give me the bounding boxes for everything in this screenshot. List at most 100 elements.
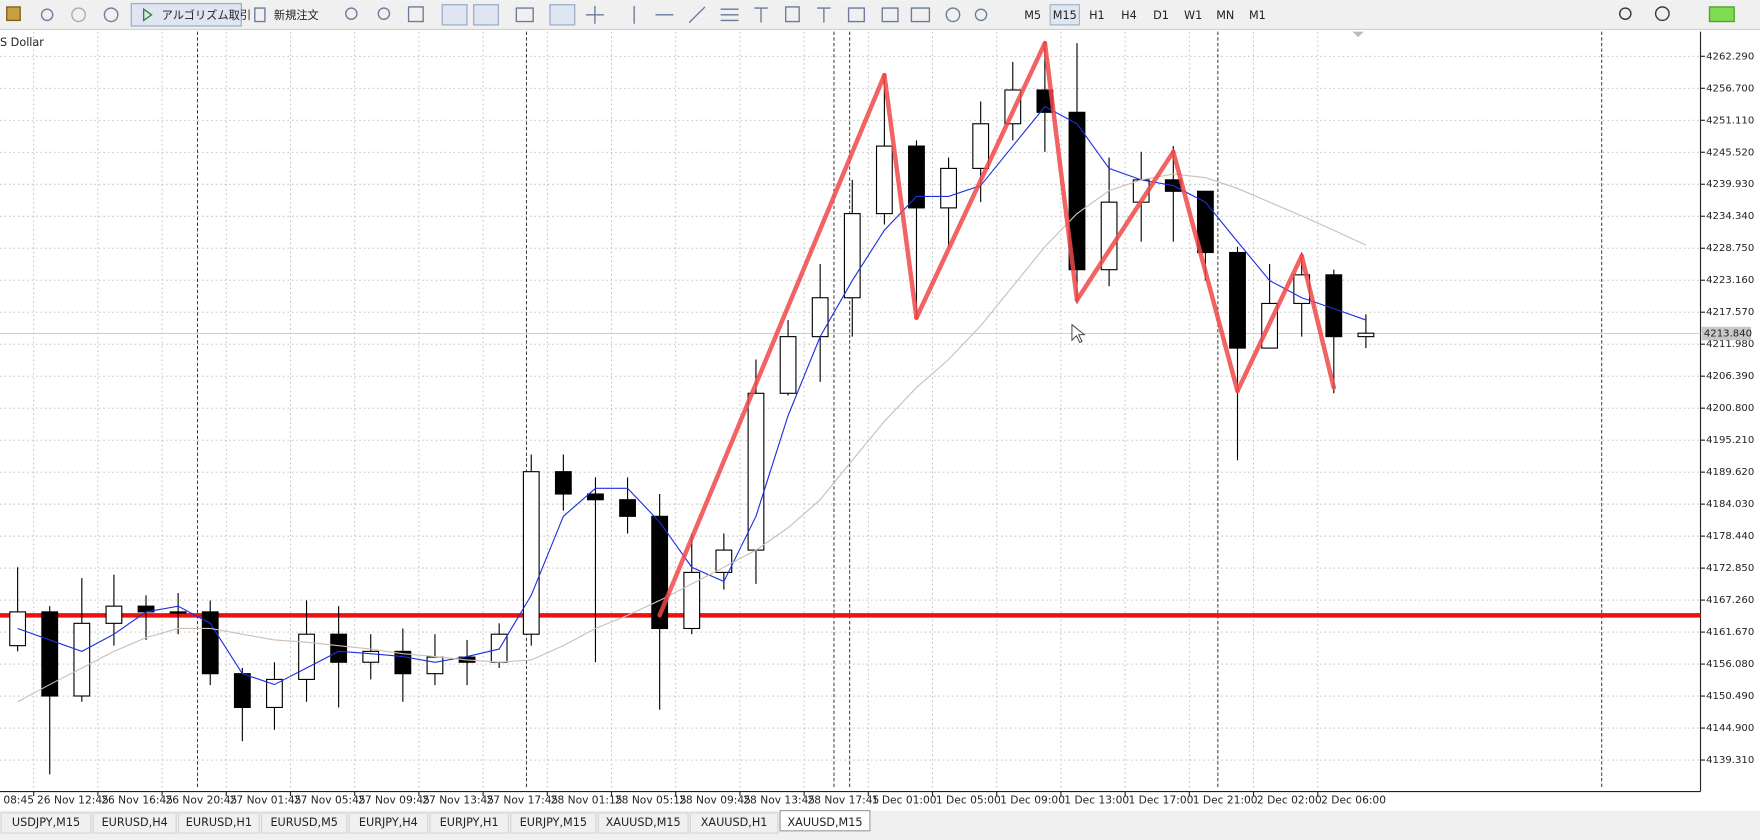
- x-tick-label: 28 Nov 13:45: [743, 794, 815, 807]
- tab[interactable]: [92, 812, 177, 834]
- toolbar: [0, 0, 1760, 30]
- signal-icon: [1708, 6, 1735, 23]
- tab-label[interactable]: XAUUSD,M15: [787, 816, 862, 829]
- tab[interactable]: [779, 810, 871, 832]
- x-tick-label: 27 Nov 17:45: [486, 794, 558, 807]
- timeframe-button[interactable]: D1: [1153, 9, 1169, 22]
- timeframe-button[interactable]: M15: [1053, 9, 1077, 22]
- icon[interactable]: [40, 8, 54, 22]
- y-tick-label: 4172.850: [1706, 563, 1754, 574]
- candle-body: [1357, 332, 1375, 338]
- icon[interactable]: [6, 6, 21, 22]
- y-tick-label: 4245.520: [1706, 147, 1754, 158]
- timeframe-button[interactable]: M1: [1249, 9, 1266, 22]
- x-tick-label: 28 Nov 17:45: [807, 794, 879, 807]
- x-tick-label: 28 Nov 09:45: [679, 794, 751, 807]
- tab-label[interactable]: USDJPY,M15: [12, 816, 80, 829]
- y-tick-label: 4211.980: [1706, 339, 1754, 350]
- icon[interactable]: [441, 4, 468, 26]
- timeframe-button[interactable]: W1: [1184, 9, 1202, 22]
- search-icon[interactable]: [1619, 7, 1632, 20]
- candle-body: [587, 493, 604, 501]
- timeframe-button[interactable]: H1: [1089, 9, 1105, 22]
- plot: [0, 40, 1701, 775]
- toolbar-icons: [6, 2, 1735, 27]
- candle-body: [1325, 274, 1343, 338]
- chart-title: S Dollar: [0, 36, 44, 49]
- x-tick-label: 1 Dec 01:00: [872, 794, 937, 807]
- tab-label[interactable]: XAUUSD,M15: [606, 816, 681, 829]
- y-tick-label: 4156.080: [1706, 659, 1754, 670]
- candle-body: [233, 673, 251, 709]
- zigzag-segment: [1042, 40, 1080, 303]
- y-tick-label: 4150.490: [1706, 691, 1754, 702]
- chart-area: [0, 31, 1701, 790]
- tab-label[interactable]: EURUSD,M5: [270, 816, 337, 829]
- x-tick-label: 26 Nov 12:45: [37, 794, 109, 807]
- tab[interactable]: [0, 812, 92, 834]
- moving-average: [17, 173, 1367, 703]
- algo-label[interactable]: アルゴリズム取引: [162, 8, 251, 22]
- zigzag-segment: [882, 72, 919, 321]
- tab-label[interactable]: EURUSD,H1: [186, 816, 252, 829]
- icon[interactable]: [945, 7, 961, 23]
- tab-label[interactable]: EURJPY,H1: [440, 816, 499, 829]
- icon[interactable]: [103, 7, 119, 23]
- y-tick-label: 4256.700: [1706, 83, 1754, 94]
- candle-body: [1068, 111, 1086, 271]
- x-tick-label: 08:45: [3, 794, 34, 807]
- timeframes: M5 M15 H1 H4 D1 W1 MN M1: [1024, 4, 1266, 26]
- zigzag-segment: [1074, 149, 1176, 303]
- timeframe-button[interactable]: M5: [1024, 9, 1041, 22]
- timeframe-button[interactable]: MN: [1216, 9, 1234, 22]
- tab[interactable]: [597, 812, 689, 834]
- x-tick-label: 26 Nov 20:45: [165, 794, 237, 807]
- candle-body: [298, 633, 315, 680]
- candle-body: [908, 145, 925, 209]
- zigzag-segment: [657, 72, 887, 618]
- icon[interactable]: [585, 5, 931, 24]
- y-tick-label: 4262.290: [1706, 51, 1754, 62]
- tabs: USDJPY,M15 EURUSD,H4 EURUSD,H1 EURUSD,M5 EUR…: [0, 810, 871, 834]
- y-tick-label: 4144.900: [1706, 723, 1754, 734]
- candle-body: [330, 633, 348, 663]
- y-tick-label: 4161.670: [1706, 627, 1754, 638]
- zigzag-segment: [1235, 253, 1304, 394]
- price-scale: [1700, 31, 1760, 790]
- candle-body: [105, 605, 123, 624]
- candle-body: [619, 499, 636, 517]
- tab-label[interactable]: XAUUSD,H1: [701, 816, 768, 829]
- tab[interactable]: [260, 812, 348, 834]
- tab[interactable]: [348, 812, 429, 834]
- candle-body: [779, 336, 797, 394]
- tab-label[interactable]: EURJPY,H4: [359, 816, 418, 829]
- y-tick-label: 4206.390: [1706, 371, 1754, 382]
- x-tick-label: 2 Dec 06:00: [1321, 794, 1386, 807]
- tab[interactable]: [689, 812, 779, 834]
- icon[interactable]: [377, 7, 391, 20]
- mouse-cursor: [1071, 323, 1086, 344]
- y-tick-label: 4239.930: [1706, 179, 1754, 190]
- icon[interactable]: [515, 7, 534, 23]
- timeframe-button[interactable]: H4: [1121, 9, 1137, 22]
- tab[interactable]: [177, 812, 260, 834]
- tab[interactable]: [510, 812, 597, 834]
- icon[interactable]: [71, 7, 86, 23]
- icon[interactable]: [407, 6, 424, 23]
- candle-body: [875, 145, 893, 215]
- candle-body: [522, 471, 540, 635]
- x-tick-label: 2 Dec 02:00: [1257, 794, 1322, 807]
- icon[interactable]: [472, 4, 500, 26]
- icon[interactable]: [549, 4, 576, 26]
- account-icon[interactable]: [1654, 6, 1670, 22]
- icon[interactable]: [974, 8, 988, 22]
- algo-button[interactable]: [130, 2, 242, 27]
- tab-label[interactable]: EURUSD,H4: [102, 816, 168, 829]
- tab-label[interactable]: EURJPY,M15: [520, 816, 587, 829]
- y-tick-label: 4251.110: [1706, 115, 1754, 126]
- tab[interactable]: [429, 812, 510, 834]
- candle-body: [715, 549, 733, 573]
- icon[interactable]: [345, 7, 358, 20]
- order-label[interactable]: 新規注文: [274, 8, 319, 22]
